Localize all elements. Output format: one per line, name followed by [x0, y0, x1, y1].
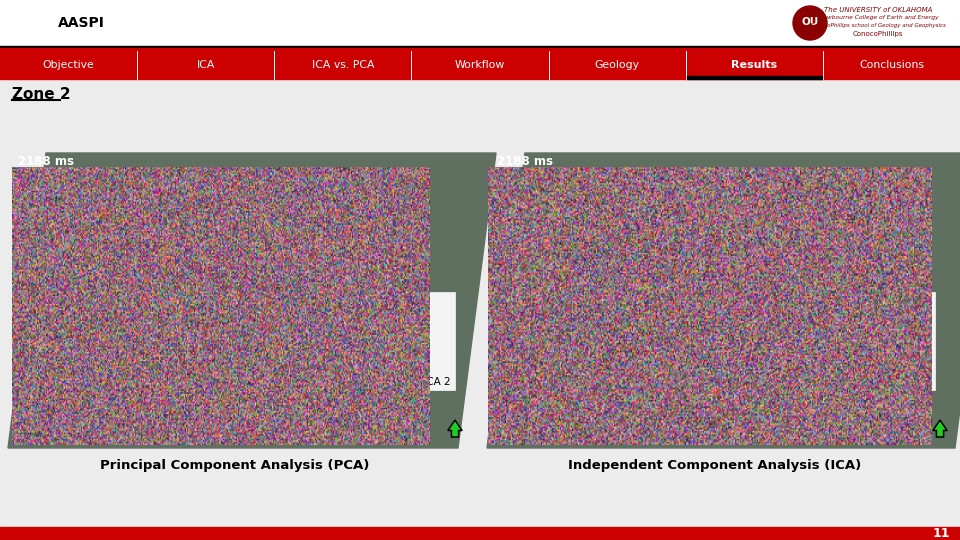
Circle shape	[378, 339, 396, 355]
Text: OU: OU	[802, 17, 819, 27]
FancyArrow shape	[72, 278, 96, 297]
Text: Workflow: Workflow	[455, 60, 505, 70]
Text: 1:78500: 1:78500	[497, 438, 522, 443]
Text: Mewbourne College of Earth and Energy: Mewbourne College of Earth and Energy	[818, 16, 938, 21]
Text: Objective: Objective	[42, 60, 94, 70]
Text: The UNIVERSITY of OKLAHOMA: The UNIVERSITY of OKLAHOMA	[824, 7, 932, 13]
Text: PCA 1: PCA 1	[369, 299, 405, 309]
Text: PCA 3: PCA 3	[323, 377, 353, 387]
Text: 1:75500: 1:75500	[18, 438, 43, 443]
FancyArrow shape	[564, 221, 585, 238]
Text: ICA 1: ICA 1	[851, 299, 883, 309]
FancyArrow shape	[122, 311, 143, 330]
Text: Principal Component Analysis (PCA): Principal Component Analysis (PCA)	[100, 458, 370, 471]
Text: 2188 ms: 2188 ms	[18, 155, 74, 168]
FancyArrow shape	[933, 420, 948, 437]
FancyArrow shape	[328, 261, 348, 279]
FancyArrow shape	[793, 252, 813, 269]
Text: 11: 11	[932, 527, 950, 540]
Text: AASPI: AASPI	[58, 16, 105, 30]
Text: 5000 m: 5000 m	[497, 433, 520, 438]
Polygon shape	[487, 153, 960, 448]
Circle shape	[858, 339, 876, 355]
Bar	[0, 45, 960, 47]
Circle shape	[793, 6, 827, 40]
Text: ConocoPhillips: ConocoPhillips	[852, 31, 903, 37]
Text: ICA: ICA	[197, 60, 215, 70]
Text: PCA 2: PCA 2	[420, 377, 450, 387]
Bar	[0, 51, 960, 79]
Bar	[800, 292, 935, 390]
Text: Conclusions: Conclusions	[859, 60, 924, 70]
FancyArrow shape	[854, 192, 874, 211]
Bar	[686, 76, 822, 79]
FancyArrow shape	[448, 420, 462, 437]
Text: ICA 2: ICA 2	[901, 377, 928, 387]
FancyArrow shape	[65, 334, 89, 353]
Bar	[0, 48, 960, 51]
FancyArrow shape	[548, 279, 572, 298]
Wedge shape	[867, 328, 889, 366]
Text: ICA vs. PCA: ICA vs. PCA	[312, 60, 374, 70]
Text: 2188 ms: 2188 ms	[497, 155, 553, 168]
Wedge shape	[387, 328, 409, 366]
Bar	[0, 527, 960, 540]
Wedge shape	[845, 325, 878, 347]
Text: ConocoPhillips school of Geology and Geophysics: ConocoPhillips school of Geology and Geo…	[810, 24, 946, 29]
Wedge shape	[365, 325, 398, 347]
FancyArrow shape	[206, 301, 227, 321]
Polygon shape	[8, 153, 496, 448]
FancyArrow shape	[600, 312, 619, 333]
Wedge shape	[365, 347, 398, 369]
Text: Zone 2: Zone 2	[12, 87, 71, 102]
Text: Independent Component Analysis (ICA): Independent Component Analysis (ICA)	[568, 458, 862, 471]
Text: Geology: Geology	[594, 60, 639, 70]
Wedge shape	[845, 347, 878, 369]
Text: ICA 3: ICA 3	[804, 377, 831, 387]
FancyArrow shape	[697, 272, 716, 292]
Bar	[0, 0, 960, 46]
Bar	[320, 292, 455, 390]
Text: 6250 m: 6250 m	[18, 433, 41, 438]
Text: Results: Results	[732, 60, 778, 70]
FancyArrow shape	[384, 197, 402, 217]
